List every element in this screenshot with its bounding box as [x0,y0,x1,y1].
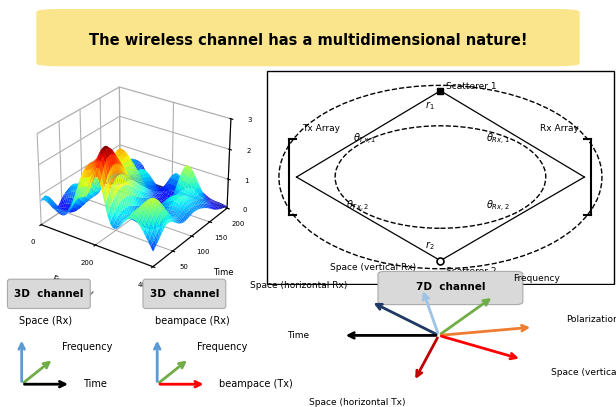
Text: beampace (Rx): beampace (Rx) [155,316,229,326]
Text: beampace (Tx): beampace (Tx) [219,379,293,389]
Text: 3D  channel: 3D channel [150,289,219,299]
Text: 3D  channel: 3D channel [14,289,84,299]
Text: Space (vertical Rx): Space (vertical Rx) [330,263,416,272]
Text: Frequency: Frequency [513,274,560,282]
Text: $\theta_{Tx,2}$: $\theta_{Tx,2}$ [346,199,369,214]
Text: Scatterer 2: Scatterer 2 [446,267,496,276]
Text: $r_1$: $r_1$ [424,99,434,112]
Text: $r_2$: $r_2$ [424,239,434,252]
Text: Time: Time [287,331,309,340]
Text: Frequency: Frequency [62,342,112,352]
Text: Space (horizontal Rx): Space (horizontal Rx) [250,281,347,290]
Text: Rx Array: Rx Array [540,124,579,133]
Text: Space (Rx): Space (Rx) [19,316,72,326]
Text: Space (horizontal Tx): Space (horizontal Tx) [309,398,405,407]
FancyBboxPatch shape [143,279,226,309]
Text: Tx Array: Tx Array [302,124,340,133]
Text: Time: Time [83,379,107,389]
Text: Frequency: Frequency [197,342,248,352]
Y-axis label: Time: Time [213,268,233,277]
FancyBboxPatch shape [7,279,91,309]
Text: Polarization: Polarization [566,315,616,324]
Text: 7D  channel: 7D channel [416,282,485,291]
FancyBboxPatch shape [378,271,523,304]
Text: Scatterer 1: Scatterer 1 [446,82,496,92]
Text: $\theta_{Rx,1}$: $\theta_{Rx,1}$ [486,132,510,147]
Text: The wireless channel has a multidimensional nature!: The wireless channel has a multidimensio… [89,33,527,48]
Text: Space (vertical Tx): Space (vertical Tx) [551,368,616,376]
X-axis label: Frequency: Frequency [51,275,94,299]
Text: $\theta_{Rx,2}$: $\theta_{Rx,2}$ [486,199,510,214]
Text: $\theta_{Tx,1}$: $\theta_{Tx,1}$ [352,132,376,147]
FancyBboxPatch shape [37,10,579,66]
